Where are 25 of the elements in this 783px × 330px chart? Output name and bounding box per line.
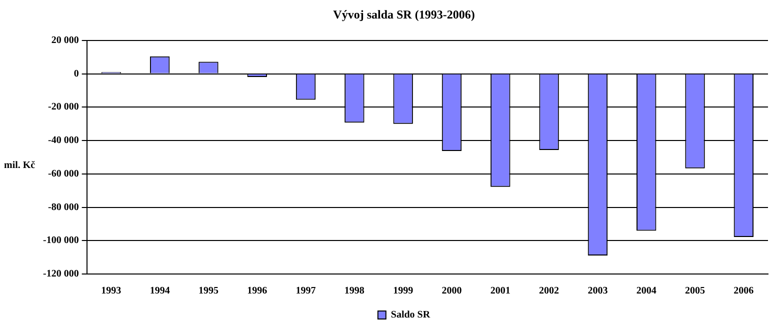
y-tick-label: -100 000: [42, 235, 79, 246]
x-tick-label: 1995: [198, 286, 218, 297]
x-tick-label: 2000: [442, 286, 462, 297]
legend-label: Saldo SR: [390, 310, 431, 321]
x-tick-label: 1997: [296, 286, 316, 297]
y-axis-title: mil. Kč: [4, 160, 36, 171]
y-tick-label: -40 000: [48, 135, 79, 146]
x-tick-label: 2002: [539, 286, 560, 297]
chart-title: Vývoj salda SR (1993-2006): [333, 7, 475, 22]
y-tick-label: -20 000: [48, 102, 79, 113]
y-tick-label: -80 000: [48, 202, 79, 213]
x-tick-label: 2004: [636, 286, 656, 297]
x-tick-label: 1999: [393, 286, 414, 297]
x-tick-label: 1994: [150, 286, 170, 297]
x-tick-label: 1998: [344, 286, 364, 297]
y-tick-label: 20 000: [51, 34, 79, 46]
x-tick-label: 2006: [734, 286, 754, 297]
y-tick-label: -120 000: [42, 268, 79, 280]
x-tick-label: 1993: [101, 286, 122, 297]
x-tick-label: 2003: [588, 286, 608, 297]
y-tick-label: -60 000: [48, 168, 79, 180]
y-tick-label: 0: [74, 68, 79, 80]
x-tick-label: 2005: [685, 286, 706, 297]
x-tick-label: 2001: [490, 286, 510, 297]
x-tick-label: 1996: [247, 286, 268, 297]
